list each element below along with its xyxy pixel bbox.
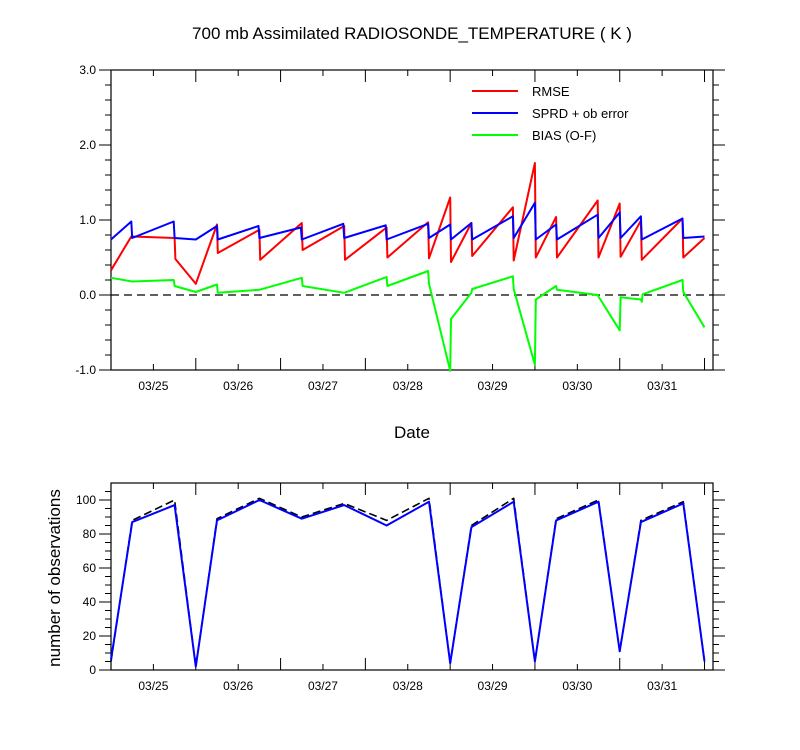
x-tick-label: 03/27 [308, 679, 338, 693]
top-panel: 03/25 03/26 03/27 03/28 03/29 03/30 03/31 -1.0 0… [75, 63, 725, 393]
y-tick-label: 3.0 [79, 63, 96, 77]
x-tick-label: 03/27 [308, 379, 338, 393]
y-tick-label: 100 [76, 493, 96, 507]
x-tick-label: 03/29 [478, 379, 508, 393]
y-tick-label: 0 [89, 663, 96, 677]
x-tick-label: 03/26 [223, 379, 253, 393]
bottom-panel: 03/25 03/26 03/27 03/28 03/29 03/30 03/31 0 20 40… [76, 482, 725, 693]
x-tick-label: 03/28 [393, 679, 423, 693]
x-tick-label: 03/31 [647, 379, 677, 393]
x-tick-label: 03/26 [223, 679, 253, 693]
y-tick-label: 80 [83, 527, 97, 541]
series-line-solid [110, 499, 706, 668]
x-tick-label: 03/28 [393, 379, 423, 393]
x-tick-label: 03/31 [647, 679, 677, 693]
series-line-rmse [110, 162, 706, 285]
x-tick-label: 03/29 [478, 679, 508, 693]
y-tick-label: 60 [83, 561, 97, 575]
x-tick-label: 03/30 [562, 379, 592, 393]
series-line-sprd-ob-error [110, 201, 705, 241]
y-tick-label: 2.0 [79, 138, 96, 152]
legend-label: BIAS (O-F) [532, 128, 596, 143]
y-axis-label-observations: number of observations [45, 489, 64, 667]
legend-label: SPRD + ob error [532, 106, 629, 121]
y-tick-label: 0.0 [79, 288, 96, 302]
y-tick-label: 40 [83, 595, 97, 609]
chart-title: 700 mb Assimilated RADIOSONDE_TEMPERATUR… [192, 24, 632, 43]
y-tick-label: -1.0 [75, 363, 96, 377]
x-axis-label: Date [394, 423, 430, 442]
legend: RMSE SPRD + ob error BIAS (O-F) [472, 84, 629, 143]
x-tick-label: 03/25 [138, 379, 168, 393]
series-line-bias-o-f [110, 270, 706, 372]
legend-label: RMSE [532, 84, 570, 99]
x-tick-label: 03/30 [562, 679, 592, 693]
x-tick-label: 03/25 [138, 679, 168, 693]
y-tick-label: 1.0 [79, 213, 96, 227]
y-tick-label: 20 [83, 629, 97, 643]
